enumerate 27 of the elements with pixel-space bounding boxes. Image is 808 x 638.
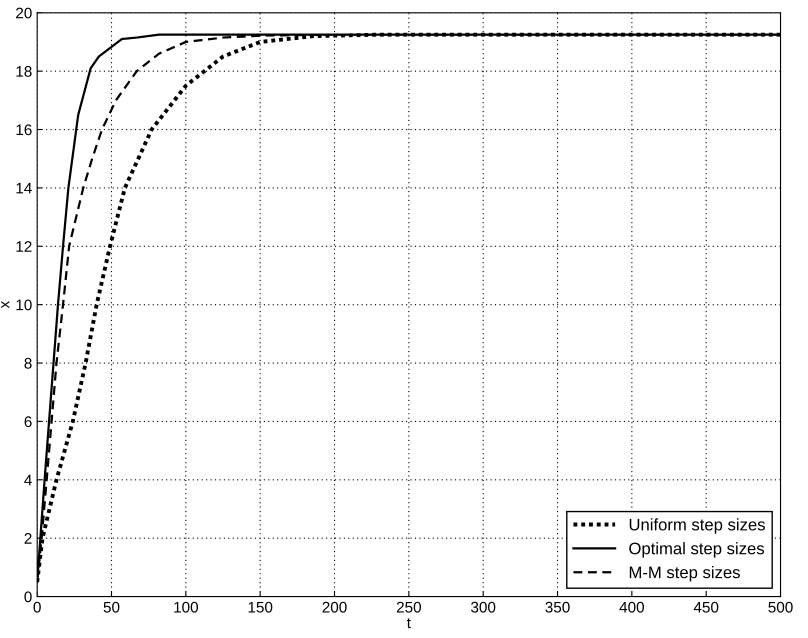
x-axis-title: t <box>406 618 411 628</box>
y-tick-label: 10 <box>16 300 32 310</box>
x-tick-label: 200 <box>322 602 347 613</box>
y-tick-label: 12 <box>16 241 32 252</box>
x-tick-label: 350 <box>545 602 570 613</box>
y-tick-label: 8 <box>24 358 32 369</box>
y-tick-label: 16 <box>16 124 32 136</box>
y-tick-label: 14 <box>16 182 32 194</box>
y-tick-label: 0 <box>24 591 32 602</box>
x-tick-label: 50 <box>104 602 120 613</box>
legend-label: M-M step sizes <box>630 566 740 582</box>
x-tick-label: 450 <box>694 602 718 613</box>
legend-label: Uniform step sizes <box>630 518 765 534</box>
x-tick-label: 400 <box>619 602 644 613</box>
x-tick-label: 100 <box>174 602 198 613</box>
y-axis-title: x <box>1 300 10 308</box>
x-tick-label: 500 <box>768 602 793 613</box>
x-tick-label: 150 <box>248 602 272 613</box>
x-tick-label: 300 <box>471 602 496 613</box>
x-tick-label: 250 <box>396 602 421 613</box>
y-tick-label: 2 <box>24 533 32 544</box>
x-tick-label: 0 <box>34 602 41 613</box>
y-tick-label: 6 <box>24 416 32 428</box>
y-tick-label: 18 <box>16 66 32 77</box>
y-tick-label: 20 <box>16 8 32 18</box>
y-tick-label: 4 <box>24 474 32 486</box>
legend-label: Optimal step sizes <box>629 542 764 558</box>
